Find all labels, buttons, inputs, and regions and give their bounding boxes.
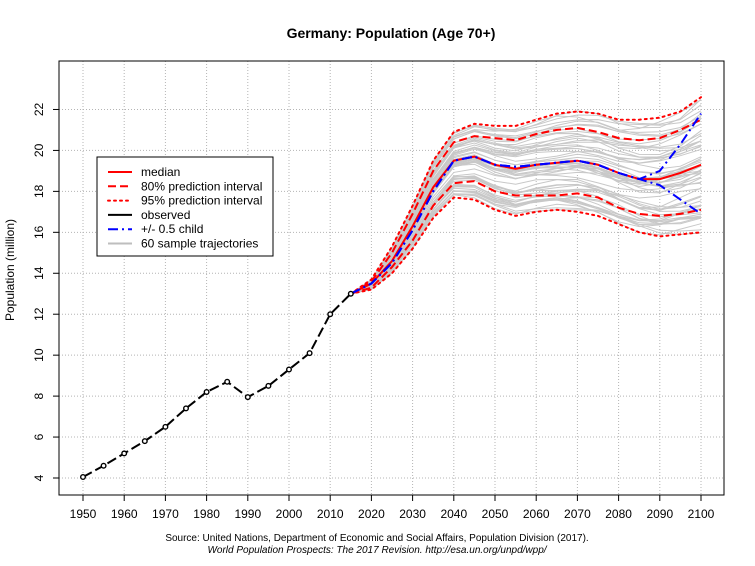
trajectory-line bbox=[350, 147, 702, 295]
x-tick-label: 2000 bbox=[276, 507, 303, 521]
legend-label: 60 sample trajectories bbox=[141, 237, 258, 251]
legend-label: 80% prediction interval bbox=[141, 179, 262, 193]
y-axis-label: Population (million) bbox=[3, 219, 17, 321]
observed-point bbox=[100, 462, 107, 469]
observed-point bbox=[306, 350, 313, 357]
observed-point bbox=[265, 382, 272, 389]
x-tick-label: 2020 bbox=[358, 507, 385, 521]
trajectory-line bbox=[350, 173, 702, 295]
x-axis-ticks: 1950 1960 1970 1980 1990 2000 2010 2020 2030 2040… bbox=[70, 495, 715, 521]
legend-label: median bbox=[141, 165, 180, 179]
observed-point bbox=[244, 394, 251, 401]
y-tick-label: 10 bbox=[32, 348, 46, 362]
y-tick-label: 4 bbox=[32, 474, 46, 481]
legend-label: 95% prediction interval bbox=[141, 194, 262, 208]
x-tick-label: 2030 bbox=[399, 507, 426, 521]
x-tick-label: 2050 bbox=[482, 507, 509, 521]
chart-title: Germany: Population (Age 70+) bbox=[287, 25, 496, 41]
series-line-80-upper bbox=[350, 118, 702, 295]
trajectory-line bbox=[350, 113, 702, 295]
observed-point bbox=[286, 366, 293, 373]
source-line-1: Source: United Nations, Department of Ec… bbox=[165, 533, 588, 544]
grid-lines bbox=[59, 61, 724, 495]
observed-point bbox=[121, 450, 128, 457]
series-lines bbox=[82, 96, 702, 478]
trajectory-line bbox=[350, 116, 702, 295]
series-line-80-lower bbox=[350, 180, 702, 295]
x-tick-label: 1960 bbox=[111, 507, 138, 521]
trajectory-line bbox=[350, 98, 702, 295]
observed-point bbox=[182, 405, 189, 412]
observed-point bbox=[327, 311, 334, 318]
trajectory-line bbox=[350, 110, 702, 295]
x-tick-label: 1990 bbox=[234, 507, 261, 521]
x-tick-label: 2100 bbox=[688, 507, 715, 521]
legend-box bbox=[96, 156, 274, 257]
x-tick-label: 2080 bbox=[605, 507, 632, 521]
y-tick-label: 8 bbox=[32, 392, 46, 399]
x-tick-label: 1980 bbox=[193, 507, 220, 521]
observed-point bbox=[224, 378, 231, 385]
trajectory-line bbox=[350, 123, 702, 295]
trajectory-line bbox=[350, 148, 702, 295]
x-tick-label: 2010 bbox=[317, 507, 344, 521]
observed-point bbox=[347, 290, 354, 297]
x-tick-label: 1950 bbox=[70, 507, 97, 521]
series-line--0-5-child bbox=[350, 155, 702, 295]
x-tick-label: 2070 bbox=[564, 507, 591, 521]
observed-point bbox=[203, 389, 210, 396]
observed-point bbox=[141, 438, 148, 445]
y-tick-label: 20 bbox=[32, 143, 46, 157]
legend-label: +/- 0.5 child bbox=[141, 222, 203, 236]
series-line-95-lower bbox=[349, 196, 702, 295]
y-tick-label: 22 bbox=[32, 102, 46, 116]
source-line-2: World Population Prospects: The 2017 Rev… bbox=[207, 545, 547, 556]
trajectory-line bbox=[350, 140, 702, 295]
plot-frame bbox=[58, 60, 725, 496]
y-tick-label: 18 bbox=[32, 184, 46, 198]
y-tick-label: 12 bbox=[32, 307, 46, 321]
trajectory-line bbox=[350, 178, 702, 295]
x-tick-label: 2040 bbox=[440, 507, 467, 521]
y-tick-label: 16 bbox=[32, 225, 46, 239]
series-line-observed bbox=[82, 292, 352, 478]
x-tick-label: 1970 bbox=[152, 507, 179, 521]
series-line-95-upper bbox=[349, 96, 702, 295]
x-tick-label: 2090 bbox=[646, 507, 673, 521]
observed-point bbox=[162, 423, 169, 430]
observed-points bbox=[79, 290, 354, 480]
y-axis-ticks: 4 6 8 10 12 14 16 18 20 22 bbox=[32, 102, 59, 481]
trajectory-line bbox=[350, 134, 702, 295]
y-tick-label: 6 bbox=[32, 433, 46, 440]
legend-label: observed bbox=[141, 208, 190, 222]
observed-point bbox=[79, 473, 86, 480]
x-tick-label: 2060 bbox=[523, 507, 550, 521]
y-tick-label: 14 bbox=[32, 266, 46, 280]
